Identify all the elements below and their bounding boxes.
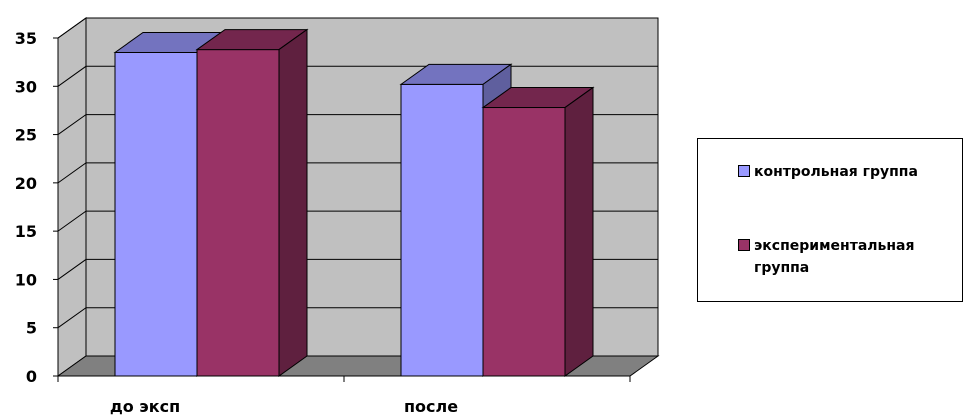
y-tick-label: 35	[15, 29, 37, 48]
y-tick-label: 15	[15, 222, 37, 241]
legend-entry: контрольная группа	[738, 161, 954, 183]
gridline	[57, 17, 658, 39]
legend-label: контрольная группа	[754, 164, 918, 180]
y-tick-label: 30	[15, 77, 37, 96]
legend-swatch	[738, 165, 750, 177]
y-tick-label: 20	[15, 174, 37, 193]
legend: контрольная группа экспериментальная груп…	[697, 138, 963, 302]
y-tick-label: 0	[26, 367, 37, 386]
bar	[482, 107, 566, 377]
side-wall	[57, 17, 87, 377]
bar-side	[278, 28, 308, 377]
x-tick-label: после	[404, 397, 458, 416]
legend-entry: экспериментальная группа	[738, 235, 954, 279]
bar	[114, 51, 198, 377]
y-tick-label: 10	[15, 270, 37, 289]
y-tick-label: 5	[26, 319, 37, 338]
bar	[400, 83, 484, 377]
y-tick-label: 25	[15, 126, 37, 145]
x-tick-label: до экcп	[110, 397, 180, 416]
legend-swatch	[738, 239, 750, 251]
bar	[196, 49, 280, 377]
legend-label: экспериментальная группа	[754, 238, 915, 276]
bar-side	[564, 86, 594, 377]
